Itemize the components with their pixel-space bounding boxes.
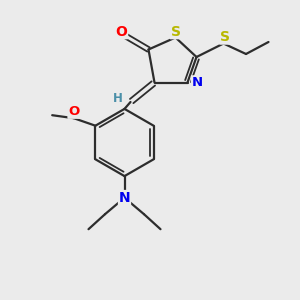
Text: N: N [191, 76, 203, 89]
Text: H: H [113, 92, 123, 105]
Text: N: N [119, 191, 130, 205]
Text: O: O [116, 25, 128, 38]
Text: S: S [170, 25, 181, 38]
Text: O: O [68, 105, 80, 118]
Text: S: S [220, 30, 230, 44]
